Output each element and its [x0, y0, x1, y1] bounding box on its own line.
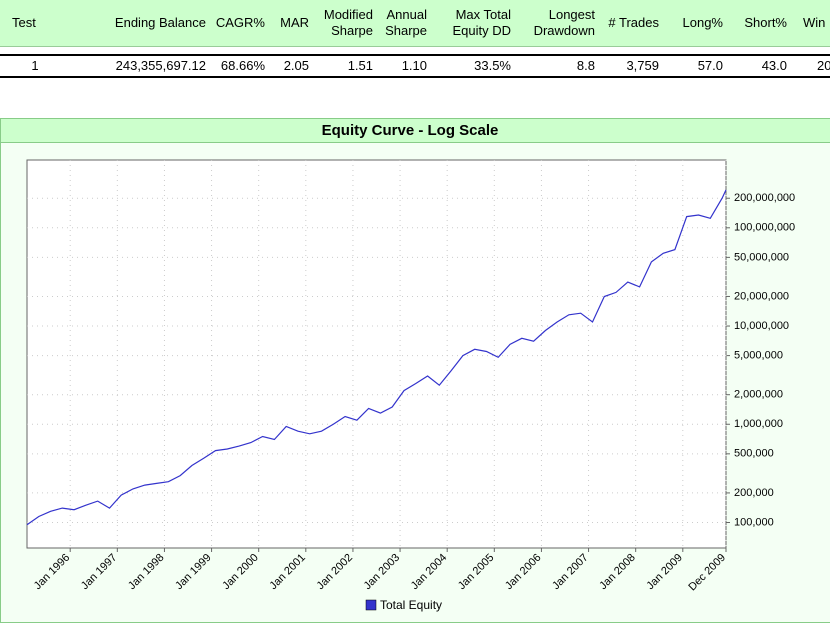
table-cell: 1: [31, 58, 39, 73]
table-cell: 57.0: [697, 58, 723, 73]
row-border: [0, 76, 830, 78]
column-header: Modified Sharpe: [323, 7, 373, 38]
y-tick-label: 50,000,000: [734, 251, 789, 263]
table-cell: 68.66%: [220, 58, 265, 73]
column-header: CAGR%: [215, 15, 265, 30]
chart: Equity Curve - Log Scale 100,000 200,000 5…: [0, 118, 830, 623]
table-cell: 20: [817, 58, 830, 73]
column-header: MAR: [280, 15, 309, 30]
y-tick-label: 2,000,000: [734, 389, 783, 401]
table-cell: 8.8: [576, 58, 595, 73]
y-tick-label: 500,000: [734, 448, 774, 460]
table-cell: 2.05: [283, 58, 309, 73]
table-header: [0, 0, 830, 47]
y-tick-label: 5,000,000: [734, 350, 783, 362]
column-header: Test: [12, 15, 36, 30]
y-tick-label: 200,000: [734, 487, 774, 499]
table-cell: 1.51: [347, 58, 373, 73]
chart-title-bar: [0, 118, 830, 143]
column-header: Annual Sharpe: [385, 7, 427, 38]
table-cell: 1.10: [401, 58, 427, 73]
column-header: Ending Balance: [114, 15, 206, 30]
equity-line: [26, 189, 727, 526]
legend-label: Total Equity: [380, 598, 442, 612]
row-border: [0, 54, 830, 56]
y-tick-label: 10,000,000: [734, 320, 789, 332]
plot-area: [26, 159, 727, 549]
table-cell: 3,759: [626, 58, 659, 73]
column-header: # Trades: [608, 15, 659, 30]
column-header: Long%: [682, 15, 723, 30]
table-cell: 33.5%: [474, 58, 511, 73]
column-header: Longest Drawdown: [533, 7, 595, 38]
column-header: Short%: [744, 15, 787, 30]
column-header: Max Total Equity DD: [452, 7, 511, 38]
y-tick-label: 200,000,000: [734, 192, 795, 204]
y-tick-label: 20,000,000: [734, 290, 789, 302]
column-header: Win: [803, 15, 826, 30]
y-tick-label: 100,000: [734, 516, 774, 528]
legend-swatch: [365, 599, 377, 611]
y-tick-label: 100,000,000: [734, 222, 795, 234]
table-cell: 43.0: [761, 58, 787, 73]
chart-title: Equity Curve - Log Scale: [322, 122, 499, 139]
y-tick-label: 1,000,000: [734, 418, 783, 430]
table-cell: 243,355,697.12: [115, 58, 206, 73]
